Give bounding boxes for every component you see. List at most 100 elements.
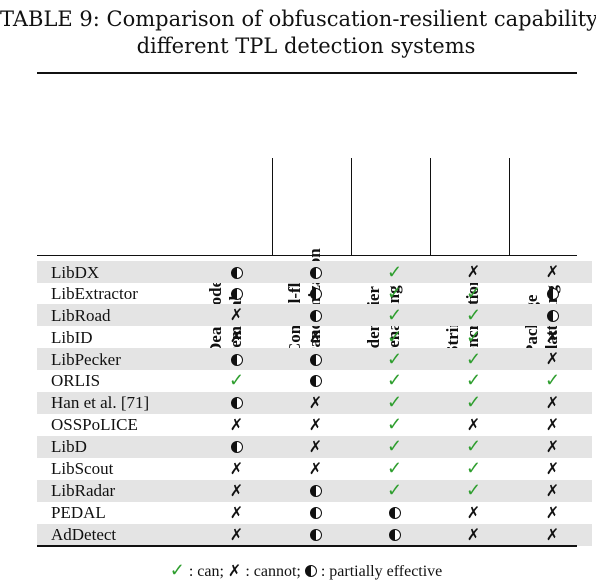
cross-icon: ✗	[545, 460, 560, 478]
cross-icon: ✗	[229, 504, 244, 522]
check-icon: ✓	[169, 560, 185, 580]
half-circle-icon	[230, 288, 243, 301]
half-circle-icon	[309, 288, 322, 301]
capability-cell: ✗	[513, 348, 592, 371]
capability-cell: ✓	[355, 458, 434, 480]
column-divider	[509, 158, 510, 255]
capability-cell: ✗	[513, 479, 592, 502]
half-circle-icon	[546, 309, 559, 322]
capability-cell: ✓	[434, 326, 513, 348]
system-name: OSSPoLICE	[51, 415, 138, 435]
capability-cell: ✓	[197, 370, 276, 391]
table-row: Han et al. [71] ✗ ✓ ✓ ✗	[37, 391, 592, 414]
cross-icon: ✗	[229, 460, 244, 478]
capability-cell	[513, 304, 592, 327]
check-icon: ✓	[465, 436, 482, 457]
capability-cell: ✗	[434, 414, 513, 436]
cross-icon: ✗	[545, 264, 560, 281]
cross-icon: ✗	[229, 307, 244, 325]
check-icon: ✓	[386, 480, 403, 501]
capability-cell: ✗	[276, 326, 355, 348]
table-row: LibD ✗ ✓ ✓ ✗	[37, 435, 592, 458]
check-icon: ✓	[465, 458, 482, 479]
half-circle-icon	[230, 353, 243, 366]
legend-can: : can;	[188, 563, 224, 580]
system-name: LibDX	[37, 261, 197, 283]
capability-cell	[276, 479, 355, 502]
half-circle-icon	[309, 507, 322, 520]
cross-icon: ✗	[229, 482, 244, 500]
half-circle-icon	[230, 397, 243, 410]
capability-cell: ✗	[197, 326, 276, 348]
capability-cell: ✗	[513, 435, 592, 458]
table-row: OSSPoLICE ✗ ✗ ✓ ✗ ✗	[37, 414, 592, 436]
cross-icon: ✗	[545, 482, 560, 500]
capability-cell: ✓	[513, 370, 592, 391]
capability-cell	[197, 348, 276, 371]
cross-icon: ✗	[466, 264, 481, 281]
capability-cell: ✓	[355, 414, 434, 436]
capability-cell	[276, 523, 355, 546]
capability-cell: ✓	[355, 370, 434, 391]
system-name: LibScout	[51, 459, 114, 479]
capability-cell: ✗	[434, 523, 513, 546]
check-icon: ✓	[465, 392, 482, 413]
capability-cell	[276, 370, 355, 391]
capability-cell	[513, 283, 592, 304]
capability-cell	[355, 502, 434, 524]
table-row: LibPecker ✓ ✓ ✗	[37, 348, 592, 371]
cross-icon: ✗	[227, 563, 242, 580]
system-name: LibPecker	[37, 348, 197, 371]
cross-icon: ✗	[308, 416, 323, 434]
capability-cell: ✗	[513, 261, 592, 283]
capability-cell: ✓	[434, 435, 513, 458]
capability-cell: ✗	[513, 458, 592, 480]
caption-line-1: TABLE 9: Comparison of obfuscation-resil…	[0, 7, 596, 31]
capability-cell: ✓	[434, 391, 513, 414]
capability-cell: ✗	[513, 326, 592, 348]
table-row: LibDX ✓ ✗ ✗	[37, 261, 592, 283]
capability-cell: ✓	[355, 283, 434, 304]
check-icon: ✓	[228, 370, 245, 391]
system-name: PEDAL	[51, 503, 106, 523]
half-circle-icon	[388, 507, 401, 520]
check-icon: ✓	[386, 414, 403, 435]
cross-icon: ✗	[545, 504, 560, 522]
column-divider	[351, 158, 352, 255]
cross-icon: ✗	[545, 438, 560, 456]
capability-cell: ✗	[197, 523, 276, 546]
caption-line-2: different TPL detection systems	[136, 34, 476, 58]
capability-cell: ✓	[355, 435, 434, 458]
check-icon: ✓	[386, 458, 403, 479]
top-rule	[37, 72, 577, 74]
system-name: LibD	[37, 435, 197, 458]
capability-cell	[197, 283, 276, 304]
capability-cell: ✗	[197, 458, 276, 480]
capability-cell: ✗	[276, 391, 355, 414]
check-icon: ✓	[465, 283, 482, 304]
capability-cell	[276, 283, 355, 304]
capability-cell: ✗	[513, 414, 592, 436]
check-icon: ✓	[465, 370, 482, 391]
table-row: LibRadar ✗ ✓ ✓ ✗	[37, 479, 592, 502]
capability-cell	[355, 523, 434, 546]
half-circle-icon	[230, 266, 243, 279]
cross-icon: ✗	[466, 416, 481, 434]
cross-icon: ✗	[229, 526, 244, 544]
check-icon: ✓	[386, 436, 403, 457]
capability-cell: ✗	[513, 391, 592, 414]
check-icon: ✓	[465, 480, 482, 501]
column-divider	[430, 158, 431, 255]
capability-cell: ✓	[355, 479, 434, 502]
check-icon: ✓	[544, 370, 561, 391]
system-name: LibID	[51, 327, 93, 347]
capability-cell: ✓	[355, 261, 434, 283]
half-circle-icon	[309, 375, 322, 388]
capability-cell: ✗	[197, 502, 276, 524]
capability-cell: ✓	[434, 370, 513, 391]
capability-cell	[197, 391, 276, 414]
check-icon: ✓	[386, 283, 403, 304]
cross-icon: ✗	[545, 394, 560, 412]
capability-cell: ✗	[197, 479, 276, 502]
column-header: Packageflattening	[512, 69, 572, 355]
